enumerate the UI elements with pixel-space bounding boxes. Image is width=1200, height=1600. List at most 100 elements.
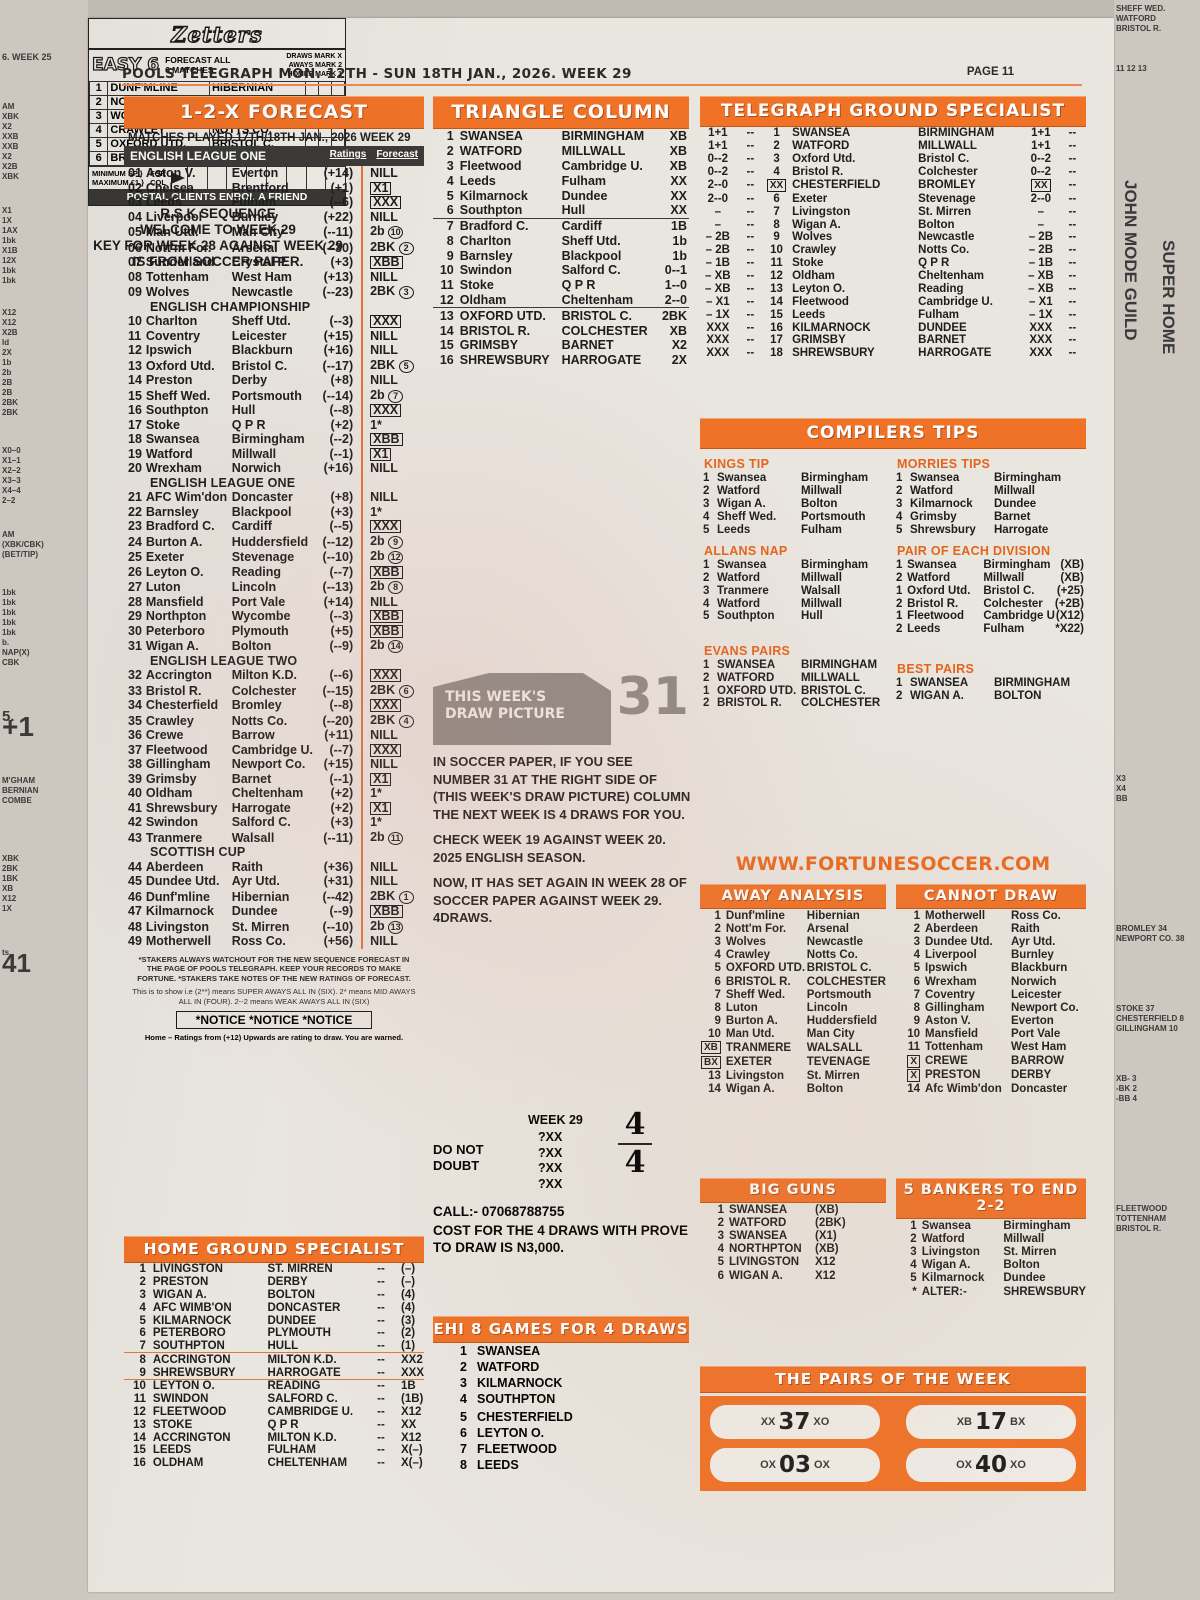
home-ground-row: 11 SWINDON SALFORD C. -- (1B) — [133, 1393, 424, 1406]
tip-row: 1 Swansea Birmingham — [896, 472, 1062, 485]
home-ground-row: 8 ACCRINGTON MILTON K.D. -- XX2 — [124, 1352, 424, 1366]
home-ground-row: 14 ACCRINGTON MILTON K.D. -- X12 — [133, 1431, 422, 1444]
draw-picture-shape — [433, 673, 611, 745]
forecast-row: 41 Shrewsbury Harrogate (+2) X1 — [124, 800, 424, 815]
home-ground-row: 10 LEYTON O. READING -- 1B — [124, 1379, 424, 1393]
telegraph-ground-row: 1+1 -- 2 WATFORD MILLWALL 1+1 -- — [708, 140, 1077, 153]
analysis-row: 2 Aberdeen Raith — [913, 922, 1040, 935]
forecast-row: 26 Leyton O. Reading (--7) XBB — [124, 564, 424, 579]
analysis-row: 7 Coventry Leicester — [913, 988, 1062, 1001]
forecast-row: 07 Sunderland Crystal P. (+3) XBB — [124, 255, 424, 270]
forecast-row: 42 Swindon Salford C. (+3) 1* — [124, 815, 424, 830]
pairs-week-pill: OX 40 XO — [906, 1448, 1076, 1482]
rsk-line2: WELCOME TO WEEK 29 — [140, 221, 296, 237]
forecast-row: 23 Bradford C. Cardiff (--5) XXX — [124, 519, 424, 534]
analysis-row: 14 Afc Wimb'don Doncaster — [907, 1083, 1068, 1096]
forecast-row: 29 Northpton Wycombe (--3) XBB — [124, 609, 424, 624]
away-analysis-section: AWAY ANALYSIS 1 Dunf'mline Hibernian 2 Nott'… — [700, 884, 886, 1096]
home-ground-row: 4 AFC WIMB'ON DONCASTER -- (4) — [139, 1301, 416, 1314]
forecast-row: 28 Mansfield Port Vale (+14) NILL — [124, 594, 424, 609]
tip-row: 2 WIGAN A. BOLTON — [896, 689, 1042, 702]
rsk-body-text: IN SOCCER PAPER, IF YOU SEE NUMBER 31 AT… — [433, 754, 691, 925]
tip-row: 2 Watford Millwall — [703, 485, 842, 498]
page-number: PAGE 11 — [966, 66, 1014, 78]
division-header-label: ENGLISH LEAGUE ONE — [130, 149, 267, 163]
triangle-row: 2 WATFORD MILLWALL XB — [446, 144, 687, 159]
ehi-row: 8 LEEDS — [460, 1458, 519, 1472]
rsk-sequence-block: R,S,K SEQUENCE WELCOME TO WEEK 29 KEY FO… — [88, 206, 348, 270]
analysis-row: 2 Nott'm For. Arsenal — [714, 922, 849, 935]
ehi-row: 4 SOUTHPTON — [460, 1392, 556, 1406]
best-pairs-head: BEST PAIRS — [897, 661, 975, 676]
analysis-row: 1 Dunf'mline Hibernian — [714, 909, 860, 922]
allans-nap-head: ALLANS NAP — [704, 543, 788, 558]
draw-picture-number: 31 — [616, 667, 689, 727]
left-page-strip: 6. WEEK 25 AM XBK X2 XXB XXB X2 X2B XBK X1 … — [0, 0, 88, 1600]
forecast-row: 22 Barnsley Blackpool (+3) 1* — [124, 504, 424, 519]
analysis-row: 13 Livingston St. Mirren — [708, 1069, 860, 1082]
pair-division-head: PAIR OF EACH DIVISION — [897, 543, 1051, 558]
zetters-header: EASY 6 FORECAST ALL 6 MATCHES DRAWS MARK … — [89, 50, 345, 81]
away-analysis-title: AWAY ANALYSIS — [700, 884, 886, 909]
banker-row: 4 Wigan A. Bolton — [910, 1259, 1040, 1272]
banker-row: 1 Swansea Birmingham — [910, 1219, 1071, 1232]
cannot-draw-section: CANNOT DRAW 1 Motherwell Ross Co. 2 Aberdeen… — [896, 884, 1086, 1096]
forecast-column-header: ENGLISH LEAGUE ONE Ratings Forecast — [124, 146, 424, 166]
forecast-row: 03 Leeds Fulham (--6) XXX — [124, 195, 424, 210]
triangle-row: 15 GRIMSBY BARNET X2 — [439, 338, 687, 353]
analysis-row: 5 Ipswich Blackburn — [913, 962, 1068, 975]
telegraph-ground-table: 1+1 -- 1 SWANSEA BIRMINGHAM 1+1 -- 1+1 -- 2 WATFOR… — [700, 127, 1086, 360]
zetters-forecast-note: FORECAST ALL 6 MATCHES — [165, 55, 231, 75]
tip-row: 2 Bristol R. Colchester (+2B) — [896, 597, 1084, 610]
rsk-line1: R,S,K SEQUENCE — [160, 205, 276, 221]
forecast-row: 33 Bristol R. Colchester (--15) 2BK 6 — [124, 682, 424, 698]
big-guns-row: 5 LIVINGSTON X12 — [717, 1256, 836, 1269]
zetters-footer: MINIMUM SP } MAXIMUM £1 } FOR COL — [89, 165, 345, 189]
masthead-line: POOLS TELEGRAPH MON. 12TH - SUN 18TH JAN… — [122, 66, 632, 82]
forecast-row: 08 Tottenham West Ham (+13) NILL — [124, 269, 424, 284]
home-ground-row: 6 PETERBORO PLYMOUTH -- (2) — [139, 1327, 416, 1340]
ehi-row: 6 LEYTON O. — [460, 1426, 545, 1440]
analysis-row: 4 Liverpool Burnley — [913, 949, 1054, 962]
bankers-table: 1 Swansea Birmingham 2 Watford Millwall 3 Livin… — [896, 1219, 1086, 1298]
fortune-soccer-url[interactable]: WWW.FORTUNESOCCER.COM — [735, 853, 1051, 875]
forecast-row: 16 Southpton Hull (--8) XXX — [124, 403, 424, 418]
forecast-row: 34 Chesterfield Bromley (--8) XXX — [124, 698, 424, 713]
top-band — [0, 0, 1200, 18]
home-ground-title: HOME GROUND SPECIALIST — [124, 1236, 424, 1263]
zetters-stake-note: MINIMUM SP } MAXIMUM £1 } — [92, 168, 145, 187]
easy6-label: EASY 6 — [91, 54, 160, 75]
compilers-tips-section: COMPILERS TIPS KINGS TIP 1 Swansea Birming… — [700, 418, 1086, 710]
analysis-row: 8 Luton Lincoln — [714, 1001, 848, 1014]
tip-row: 2 BRISTOL R. COLCHESTER — [703, 697, 881, 710]
tip-row: 1 OXFORD UTD. BRISTOL C. — [703, 684, 866, 697]
analysis-row: X CREWE BARROW — [896, 1054, 1086, 1068]
right-superhome-title: SUPER HOME — [1159, 240, 1178, 355]
left-plus-number: +1 — [2, 711, 34, 742]
forecast-row: 14 Preston Derby (+8) NILL — [124, 373, 424, 388]
forecast-division-heading: SCOTTISH CUP — [124, 845, 424, 860]
telegraph-ground-row: 2--0 -- XX CHESTERFIELD BROMLEY XX -- — [707, 178, 1077, 192]
analysis-row: 6 BRISTOL R. COLCHESTER — [714, 975, 886, 988]
zetters-mark-legend: DRAWS MARK X AWAYS MARK 2 HOMES MARK 1 — [286, 52, 342, 78]
analysis-row: 11 Tottenham West Ham — [907, 1041, 1067, 1054]
telegraph-ground-row: – X1 -- 14 Fleetwood Cambridge U. – X1 -- — [705, 295, 1077, 308]
away-analysis-table: 1 Dunf'mline Hibernian 2 Nott'm For. Arsenal 3… — [700, 909, 886, 1096]
rsk-line4: IS FROM SOCCER PAPER. — [132, 253, 304, 269]
banker-row: * ALTER:- SHREWSBURY — [912, 1285, 1086, 1298]
tip-row: 4 Sheff Wed. Portsmouth — [703, 510, 866, 523]
forecast-row: 17 Stoke Q P R (+2) 1* — [124, 417, 424, 432]
zetters-blank-grid[interactable] — [186, 166, 345, 189]
tip-row: 2 Watford Millwall — [896, 485, 1035, 498]
tip-row: 5 Shrewsbury Harrogate — [896, 523, 1049, 536]
tip-row: 3 Wigan A. Bolton — [703, 497, 838, 510]
ehi-section: EHI 8 GAMES FOR 4 DRAWS 1 SWANSEA 2 WATFORD… — [433, 1316, 689, 1473]
home-ground-row: 13 STOKE Q P R -- XX — [133, 1418, 417, 1431]
telegraph-ground-title: TELEGRAPH GROUND SPECIALIST — [700, 96, 1086, 127]
forecast-row: 45 Dundee Utd. Ayr Utd. (+31) NILL — [124, 874, 424, 889]
zetters-logo: Zetters — [171, 21, 263, 47]
home-ground-specialist-section: HOME GROUND SPECIALIST 1 LIVINGSTON ST. MI… — [124, 1236, 424, 1470]
forecast-col-label: Forecast — [376, 149, 418, 160]
forecast-row: 19 Watford Millwall (--1) X1 — [124, 446, 424, 461]
big-guns-title: BIG GUNS — [700, 1178, 886, 1203]
